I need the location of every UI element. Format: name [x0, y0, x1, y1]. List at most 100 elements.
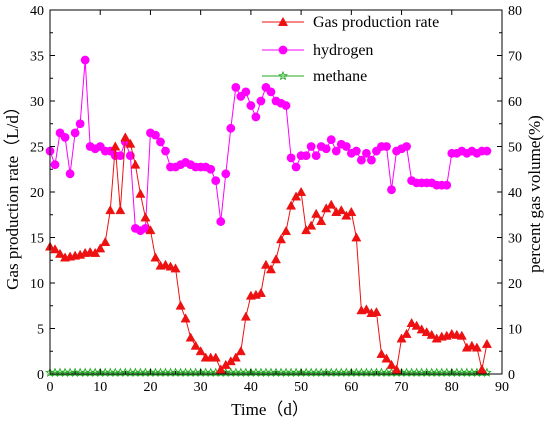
legend-label-methane: methane	[313, 68, 367, 85]
gas-production-rate-point	[190, 340, 201, 350]
right-y-tick-label: 10	[508, 323, 522, 338]
hydrogen-point	[221, 169, 231, 179]
left-y-axis-label: Gas production rate（L/d）	[3, 98, 22, 290]
gas-production-rate-point	[426, 329, 437, 339]
gas-production-rate-point	[215, 364, 226, 374]
plot-frame	[49, 9, 503, 375]
hydrogen-point	[211, 176, 221, 186]
hydrogen-point	[80, 55, 90, 65]
hydrogen-point	[241, 87, 251, 97]
gas-production-rate-point	[185, 332, 196, 342]
gas-production-rate-point	[255, 287, 266, 297]
gas-production-rate-point	[371, 307, 382, 317]
gas-production-rate-point	[421, 327, 432, 337]
hydrogen-point	[226, 123, 236, 133]
gas-production-rate-point	[311, 208, 322, 218]
hydrogen-point	[321, 144, 331, 154]
gas-production-rate-point	[361, 304, 372, 314]
plot-area	[44, 55, 492, 377]
gas-production-rate-point	[476, 364, 487, 374]
gas-production-rate-point	[291, 191, 302, 201]
gas-production-rate-point	[195, 346, 206, 356]
gas-production-rate-point	[336, 205, 347, 215]
gas-production-rate-point	[286, 200, 297, 210]
gas-production-rate-point	[481, 338, 492, 348]
gas-production-rate-point	[456, 330, 467, 340]
left-y-tick-label: 20	[30, 186, 44, 201]
hydrogen-point	[256, 96, 266, 106]
gas-production-rate-point	[230, 352, 241, 362]
gas-production-rate-point	[125, 138, 136, 148]
hydrogen-point	[266, 87, 276, 97]
left-y-tick-label: 40	[30, 4, 44, 19]
hydrogen-point	[341, 142, 351, 151]
gas-production-rate-point	[210, 352, 221, 362]
gas-production-rate-point	[376, 348, 387, 358]
gas-production-rate-point	[49, 244, 61, 254]
right-y-tick-label: 50	[508, 141, 522, 156]
hydrogen-point	[331, 146, 341, 156]
left-y-tick-label: 10	[30, 277, 44, 292]
gas-production-rate-point	[235, 346, 246, 356]
hydrogen-point	[246, 101, 256, 110]
hydrogen-point	[281, 101, 291, 110]
x-tick-label: 60	[344, 380, 358, 395]
left-y-tick-label: 0	[37, 368, 44, 383]
gas-production-rate-point	[90, 247, 101, 257]
hydrogen-point	[362, 148, 371, 158]
gas-production-rate-point	[140, 212, 151, 222]
gas-production-rate-point	[100, 236, 111, 246]
gas-production-rate-point	[275, 234, 287, 244]
gas-production-rate-point	[396, 333, 407, 343]
axes: 0 10 20 30 40 50 60 70 80 90051015202530354001020…	[30, 4, 522, 395]
left-y-tick-label: 5	[37, 323, 44, 338]
hydrogen-point	[60, 133, 70, 142]
hydrogen-point	[286, 153, 296, 163]
hydrogen-point	[216, 217, 226, 226]
right-y-tick-label: 0	[508, 368, 515, 383]
gas-production-rate-point	[471, 342, 482, 352]
hydrogen-point	[231, 82, 241, 92]
x-axis-label: Time（d）	[231, 400, 309, 419]
gas-production-rate-point	[386, 359, 397, 369]
hydrogen-point	[306, 142, 316, 151]
gas-production-rate-point	[115, 205, 126, 215]
gas-production-rate-point	[150, 252, 161, 262]
left-y-tick-label: 30	[30, 95, 44, 110]
legend-label-gas-production-rate: Gas production rate	[313, 14, 439, 31]
x-tick-label: 10	[93, 380, 107, 395]
gas-production-rate-point	[346, 206, 357, 216]
legend: Gas production rate hydrogen methane	[262, 14, 439, 85]
gas-production-rate-point	[316, 216, 327, 226]
gas-production-rate-point	[110, 141, 121, 151]
left-y-tick-label: 15	[30, 232, 44, 247]
hydrogen-point	[351, 146, 361, 156]
gas-production-rate-point	[130, 159, 141, 169]
gas-production-rate-point	[281, 226, 292, 236]
gas-production-rate-point	[145, 225, 156, 235]
hydrogen-point	[206, 164, 216, 174]
gas-production-rate-point	[296, 186, 307, 196]
hydrogen-point	[311, 151, 321, 161]
right-y-tick-label: 20	[508, 277, 522, 292]
gas-production-rate-line	[49, 136, 488, 371]
right-y-tick-label: 80	[508, 4, 522, 19]
legend-marker-methane	[278, 70, 288, 81]
x-tick-label: 80	[445, 380, 459, 395]
right-y-tick-label: 60	[508, 95, 522, 110]
gas-production-rate-point	[306, 220, 317, 230]
x-tick-label: 0	[47, 380, 54, 395]
gas-production-rate-point	[180, 313, 191, 323]
hydrogen-point	[156, 137, 165, 147]
gas-production-rate-point	[55, 248, 66, 258]
hydrogen-point	[301, 151, 311, 161]
gas-production-rate-point	[416, 324, 427, 334]
left-y-tick-label: 35	[30, 50, 44, 65]
legend-marker-gas-production-rate	[277, 16, 289, 26]
hydrogen-point	[251, 112, 261, 122]
left-y-tick-label: 25	[30, 141, 44, 156]
hydrogen-point	[356, 155, 366, 165]
gas-production-rate-point	[120, 132, 131, 142]
gas-production-rate-point	[105, 205, 116, 215]
hydrogen-point	[367, 155, 376, 165]
